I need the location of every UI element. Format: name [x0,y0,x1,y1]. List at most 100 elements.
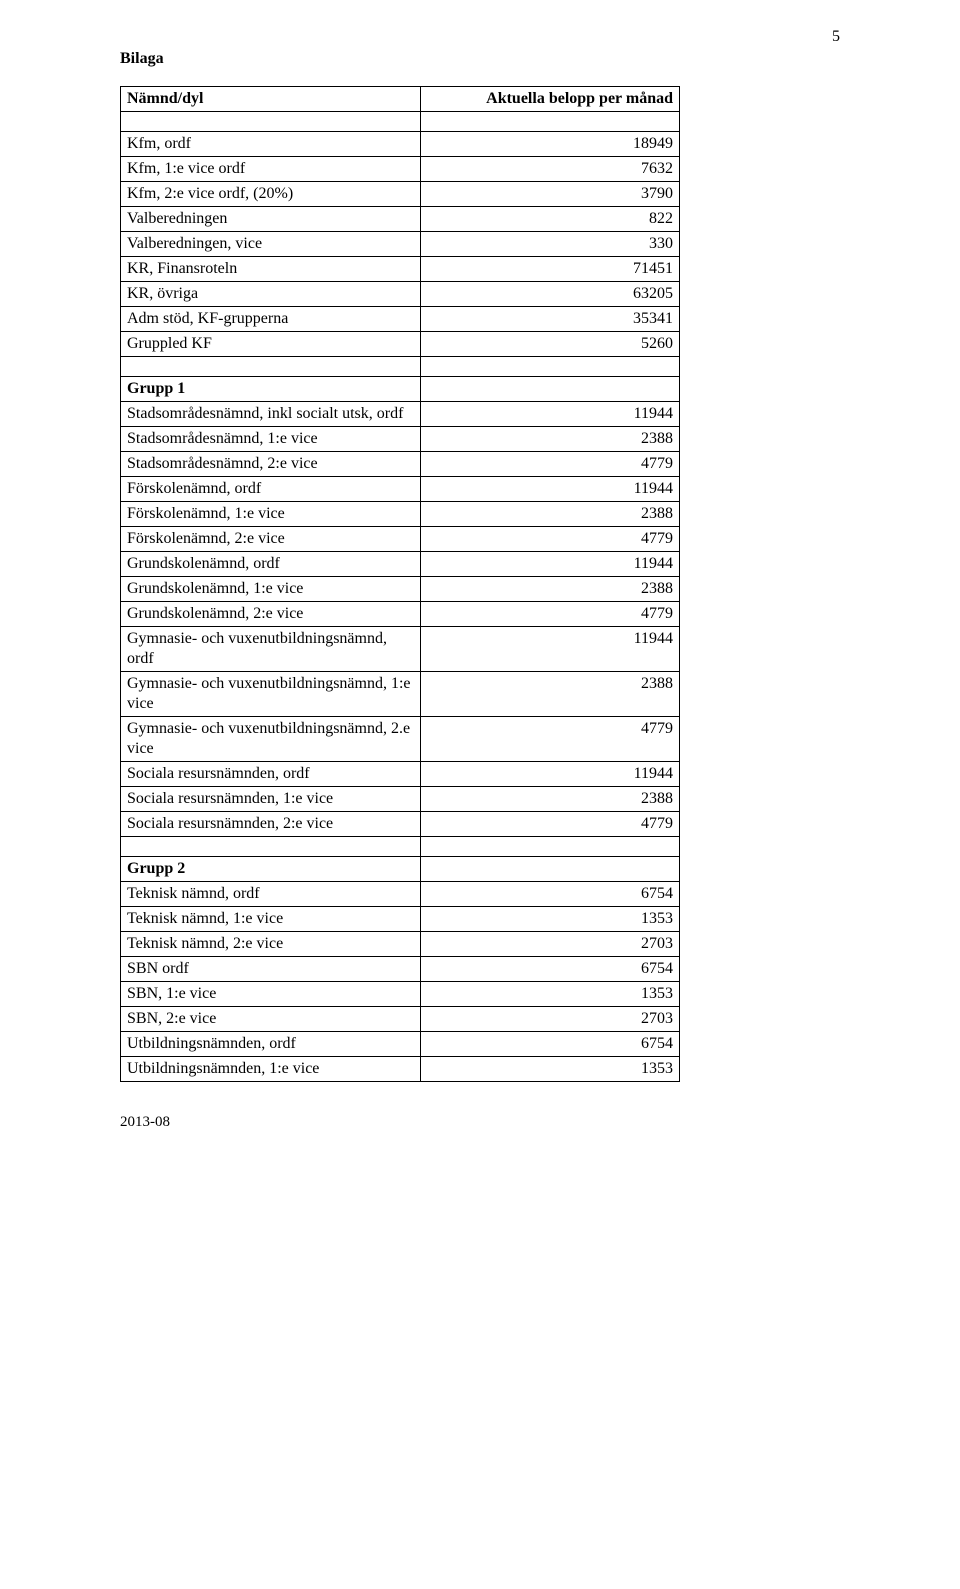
cell-right: 3790 [420,182,679,207]
table-row: Grupp 1 [121,377,680,402]
cell-left: Teknisk nämnd, 1:e vice [121,907,421,932]
table-row: Förskolenämnd, ordf11944 [121,477,680,502]
cell-left: SBN, 1:e vice [121,982,421,1007]
table-row: Teknisk nämnd, 2:e vice2703 [121,932,680,957]
cell-left: Gruppled KF [121,332,421,357]
cell-right: 11944 [420,402,679,427]
cell-right: 71451 [420,257,679,282]
cell-right [420,112,679,132]
cell-right: 11944 [420,477,679,502]
cell-right: 2703 [420,1007,679,1032]
cell-right: 4779 [420,527,679,552]
cell-left: Valberedningen [121,207,421,232]
cell-left: KR, övriga [121,282,421,307]
cell-left [121,837,421,857]
cell-right: 63205 [420,282,679,307]
cell-left: Valberedningen, vice [121,232,421,257]
cell-left: Grundskolenämnd, 1:e vice [121,577,421,602]
table-row: Gruppled KF5260 [121,332,680,357]
table-row: KR, Finansroteln71451 [121,257,680,282]
table-row: SBN, 2:e vice2703 [121,1007,680,1032]
table-row: Gymnasie- och vuxenutbildningsnämnd, 2.e… [121,717,680,762]
footer-date: 2013-08 [120,1114,840,1131]
table-row [121,112,680,132]
table-row [121,357,680,377]
table-row: SBN ordf6754 [121,957,680,982]
cell-left: SBN, 2:e vice [121,1007,421,1032]
table-row: Grundskolenämnd, 2:e vice4779 [121,602,680,627]
table-row: Stadsområdesnämnd, 1:e vice2388 [121,427,680,452]
cell-right: 1353 [420,907,679,932]
table-row: SBN, 1:e vice1353 [121,982,680,1007]
cell-left: Gymnasie- och vuxenutbildningsnämnd, 1:e… [121,672,421,717]
table-row: Utbildningsnämnden, ordf6754 [121,1032,680,1057]
heading-bilaga: Bilaga [120,50,840,68]
cell-left: Kfm, 1:e vice ordf [121,157,421,182]
table-row: Utbildningsnämnden, 1:e vice1353 [121,1057,680,1082]
cell-left: Stadsområdesnämnd, inkl socialt utsk, or… [121,402,421,427]
cell-left: KR, Finansroteln [121,257,421,282]
cell-right: 4779 [420,452,679,477]
cell-left: Gymnasie- och vuxenutbildningsnämnd, 2.e… [121,717,421,762]
table-row: Förskolenämnd, 2:e vice4779 [121,527,680,552]
table-row: Förskolenämnd, 1:e vice2388 [121,502,680,527]
cell-left: Förskolenämnd, ordf [121,477,421,502]
table-row: Stadsområdesnämnd, 2:e vice4779 [121,452,680,477]
cell-left: Grundskolenämnd, 2:e vice [121,602,421,627]
cell-right: 4779 [420,602,679,627]
cell-right [420,377,679,402]
cell-right: 2388 [420,787,679,812]
cell-right: 35341 [420,307,679,332]
cell-right: 11944 [420,762,679,787]
group-label: Grupp 1 [121,377,421,402]
cell-left: Kfm, 2:e vice ordf, (20%) [121,182,421,207]
cell-right: 1353 [420,1057,679,1082]
cell-left: Sociala resursnämnden, 1:e vice [121,787,421,812]
table-row: KR, övriga63205 [121,282,680,307]
cell-right: 1353 [420,982,679,1007]
cell-right: 11944 [420,552,679,577]
cell-right: 11944 [420,627,679,672]
allowance-table: Nämnd/dylAktuella belopp per månad Kfm, o… [120,86,680,1082]
cell-left: Stadsområdesnämnd, 2:e vice [121,452,421,477]
cell-right: 2388 [420,427,679,452]
table-row: Adm stöd, KF-grupperna35341 [121,307,680,332]
table-row: Grupp 2 [121,857,680,882]
cell-right: 2388 [420,502,679,527]
cell-right: 2703 [420,932,679,957]
table-row: Stadsområdesnämnd, inkl socialt utsk, or… [121,402,680,427]
cell-right: 4779 [420,812,679,837]
cell-right: 6754 [420,882,679,907]
cell-left: Kfm, ordf [121,132,421,157]
cell-right: 18949 [420,132,679,157]
cell-left: Stadsområdesnämnd, 1:e vice [121,427,421,452]
table-row: Sociala resursnämnden, 1:e vice2388 [121,787,680,812]
cell-left: Sociala resursnämnden, 2:e vice [121,812,421,837]
table-row: Grundskolenämnd, ordf11944 [121,552,680,577]
cell-right: 2388 [420,672,679,717]
cell-right: 822 [420,207,679,232]
cell-left: Teknisk nämnd, ordf [121,882,421,907]
cell-right [420,857,679,882]
cell-right: 5260 [420,332,679,357]
cell-right: 2388 [420,577,679,602]
cell-left: Sociala resursnämnden, ordf [121,762,421,787]
table-row: Kfm, ordf18949 [121,132,680,157]
table-row: Kfm, 1:e vice ordf7632 [121,157,680,182]
cell-right: 4779 [420,717,679,762]
table-row: Gymnasie- och vuxenutbildningsnämnd, 1:e… [121,672,680,717]
table-row: Valberedningen822 [121,207,680,232]
cell-left: Förskolenämnd, 2:e vice [121,527,421,552]
cell-left: SBN ordf [121,957,421,982]
document-page: 5 Bilaga Nämnd/dylAktuella belopp per må… [0,0,960,1171]
table-row: Teknisk nämnd, 1:e vice1353 [121,907,680,932]
cell-left [121,357,421,377]
table-row: Teknisk nämnd, ordf6754 [121,882,680,907]
table-row: Valberedningen, vice330 [121,232,680,257]
cell-right: 330 [420,232,679,257]
table-row: Sociala resursnämnden, ordf11944 [121,762,680,787]
cell-left: Adm stöd, KF-grupperna [121,307,421,332]
table-row: Nämnd/dylAktuella belopp per månad [121,87,680,112]
cell-left: Utbildningsnämnden, ordf [121,1032,421,1057]
cell-left: Grundskolenämnd, ordf [121,552,421,577]
